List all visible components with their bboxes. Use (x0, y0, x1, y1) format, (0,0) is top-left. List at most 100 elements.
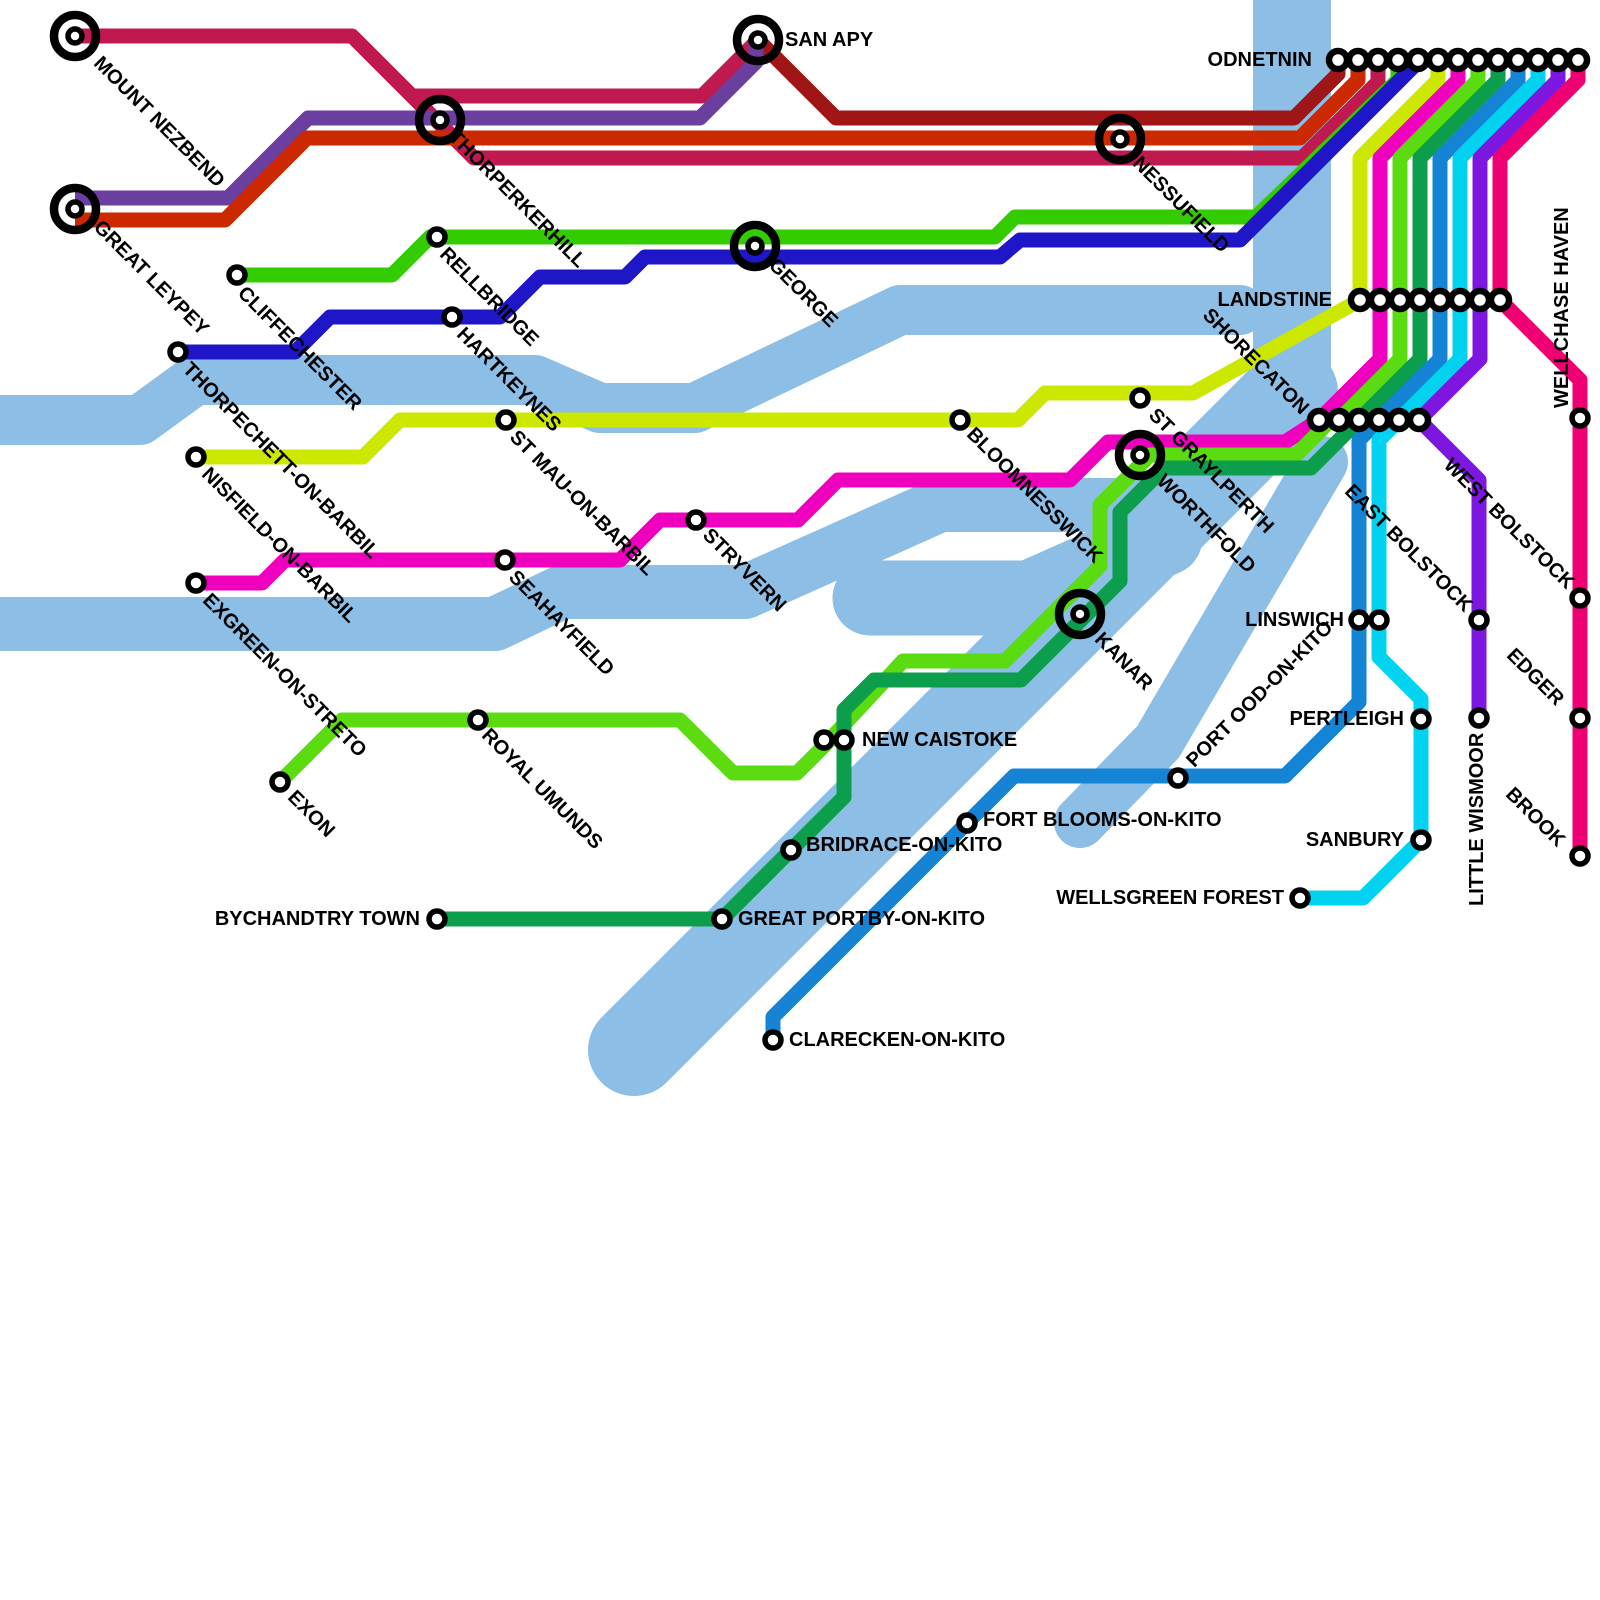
station-brook-marker (1569, 845, 1591, 867)
station-seahayfield-marker (494, 549, 516, 571)
river-segment (1054, 436, 1348, 848)
station-cliffechester-marker (226, 264, 248, 286)
station-odnetnin-marker-6 (1425, 47, 1451, 73)
station-label-george: GEORGE (764, 254, 842, 332)
station-label-mount-nezbend: MOUNT NEZBEND (89, 52, 229, 192)
station-east-bolstock-marker (1468, 609, 1490, 631)
station-great-leypey-marker (49, 183, 101, 235)
station-pertleigh-marker (1410, 708, 1432, 730)
station-label-bychandtry-town: BYCHANDTRY TOWN (215, 908, 420, 930)
station-landstine-marker-6 (1447, 287, 1473, 313)
station-rellbridge-marker (426, 226, 448, 248)
station-odnetnin-marker-2 (1345, 47, 1371, 73)
station-odnetnin-marker-4 (1385, 47, 1411, 73)
light-green-line (274, 60, 1486, 788)
station-port-ood-on-kito-marker (1167, 767, 1189, 789)
station-label-sanbury: SANBURY (1306, 829, 1405, 851)
station-worthfold-marker (1114, 429, 1166, 481)
station-landstine-marker-5 (1427, 287, 1453, 313)
line-layer (75, 28, 1588, 1040)
station-san-apy-marker-inner (748, 30, 768, 50)
station-label-royal-umunds: ROYAL UMUNDS (477, 724, 606, 854)
station-linswich-e-marker (1368, 609, 1390, 631)
station-linswich-w-marker (1348, 609, 1370, 631)
crimson-line (75, 28, 1386, 166)
station-wellsgreen-forest-marker (1289, 887, 1311, 909)
station-thorperkerhill-marker (414, 94, 466, 146)
station-shorecaton-marker-3 (1346, 407, 1372, 433)
station-odnetnin-marker-10 (1505, 47, 1531, 73)
station-west-bolstock-marker (1569, 587, 1591, 609)
station-great-portby-on-kito-marker (711, 908, 733, 930)
station-label-clarecken-on-kito: CLARECKEN-ON-KITO (789, 1029, 1005, 1051)
station-odnetnin-marker-12 (1545, 47, 1571, 73)
station-label-kanar: KANAR (1090, 628, 1157, 695)
station-hartkeynes-marker (441, 306, 463, 328)
station-odnetnin-marker-7 (1445, 47, 1471, 73)
station-shorecaton-marker-4 (1366, 407, 1392, 433)
station-exgreen-on-streto-marker (185, 572, 207, 594)
river-segment (0, 285, 1265, 445)
station-label-great-leypey: GREAT LEYPEY (89, 216, 213, 340)
station-label-wellsgreen-forest: WELLSGREEN FOREST (1056, 887, 1284, 909)
station-landstine-marker-3 (1387, 287, 1413, 313)
station-label-edger: EDGER (1502, 644, 1568, 710)
station-st-mau-on-barbil-marker (495, 409, 517, 431)
station-landstine-marker-7 (1467, 287, 1493, 313)
violet-line (1411, 60, 1566, 718)
station-exon-marker (269, 771, 291, 793)
station-shorecaton-marker-2 (1326, 407, 1352, 433)
station-shorecaton-marker-1 (1306, 407, 1332, 433)
station-fort-blooms-on-kito-marker (956, 812, 978, 834)
magenta-line (196, 60, 1466, 591)
steel-blue-line (765, 60, 1526, 1040)
station-mount-nezbend-marker (49, 10, 101, 62)
station-landstine-marker-2 (1367, 287, 1393, 313)
station-label-little-wismoor: LITTLE WISMOOR (1466, 732, 1488, 906)
station-label-fort-blooms-on-kito: FORT BLOOMS-ON-KITO (983, 809, 1222, 831)
station-mount-nezbend-marker-inner (65, 26, 85, 46)
station-layer (49, 10, 1591, 1051)
station-bridrace-on-kito-marker (780, 839, 802, 861)
station-label-pertleigh: PERTLEIGH (1290, 708, 1404, 730)
station-worthfold-marker-inner (1130, 445, 1150, 465)
station-odnetnin-marker-8 (1465, 47, 1491, 73)
river-layer (0, 0, 1348, 1096)
sea-green-line (437, 60, 1506, 927)
red-line (75, 60, 1366, 228)
station-odnetnin-marker-11 (1525, 47, 1551, 73)
chartreuse-line (196, 60, 1446, 465)
station-thorpechett-on-barbil-marker (167, 341, 189, 363)
station-nessufield-marker-inner (1110, 129, 1130, 149)
station-little-wismoor-marker (1468, 707, 1490, 729)
station-bloomnesswick-marker (949, 409, 971, 431)
station-landstine-marker-8 (1487, 287, 1513, 313)
river-segment (0, 478, 1212, 651)
station-royal-umunds-marker (467, 709, 489, 731)
station-shorecaton-marker-5 (1386, 407, 1412, 433)
blue-line (178, 56, 1424, 360)
station-odnetnin-marker-5 (1405, 47, 1431, 73)
station-label-west-bolstock: WEST BOLSTOCK (1439, 454, 1579, 594)
station-george-marker-inner (745, 236, 765, 256)
station-landstine-marker-1 (1347, 287, 1373, 313)
station-label-new-caistoke: NEW CAISTOKE (862, 729, 1017, 751)
station-kanar-marker-inner (1070, 604, 1090, 624)
station-label-brook: BROOK (1501, 783, 1570, 852)
cyan-line (1300, 60, 1546, 906)
station-kanar-marker (1054, 588, 1106, 640)
station-thorperkerhill-marker-inner (430, 110, 450, 130)
station-landstine-marker-4 (1407, 287, 1433, 313)
station-odnetnin-marker-3 (1365, 47, 1391, 73)
station-san-apy-marker (732, 14, 784, 66)
station-nisfield-on-barbil-marker (185, 446, 207, 468)
station-odnetnin-marker-1 (1325, 47, 1351, 73)
station-label-thorperkerhill: THORPERKERHILL (444, 126, 590, 272)
station-great-leypey-marker-inner (65, 199, 85, 219)
station-george-marker (729, 220, 781, 272)
station-label-landstine: LANDSTINE (1218, 289, 1332, 311)
station-st-graylperth-marker (1129, 387, 1151, 409)
station-label-bridrace-on-kito: BRIDRACE-ON-KITO (806, 834, 1002, 856)
